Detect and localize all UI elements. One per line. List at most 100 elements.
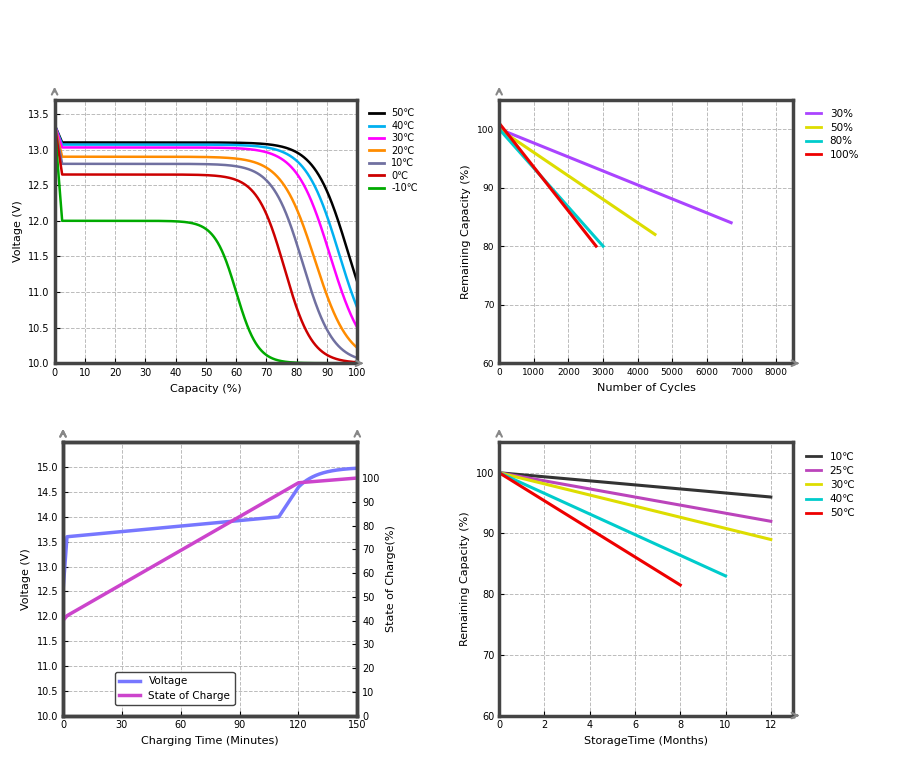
- 20℃: [196, 152, 207, 162]
- Voltage: [201, 519, 212, 528]
- 50%: [494, 124, 504, 134]
- 80%: [522, 155, 533, 165]
- 40℃: [287, 153, 298, 162]
- 30℃: [196, 143, 207, 152]
- 20℃: [49, 120, 60, 129]
- 80%: [500, 131, 511, 141]
- Y-axis label: Voltage (V): Voltage (V): [13, 200, 23, 263]
- 50℃: [188, 138, 199, 147]
- 30%: [714, 214, 724, 223]
- Voltage: [344, 464, 355, 473]
- 40℃: [49, 120, 60, 129]
- X-axis label: Charging Time (Minutes): Charging Time (Minutes): [141, 736, 279, 746]
- 30%: [537, 141, 548, 151]
- 0℃: [343, 357, 354, 366]
- Y-axis label: State of Charge(%): State of Charge(%): [386, 525, 396, 632]
- 30℃: [287, 164, 298, 173]
- State of Charge: [344, 474, 355, 483]
- -10℃: [352, 358, 363, 368]
- State of Charge: [352, 473, 363, 483]
- 50℃: [343, 249, 354, 259]
- 30%: [725, 218, 736, 228]
- 80%: [589, 232, 600, 241]
- Line: 30℃: 30℃: [55, 124, 357, 328]
- 30%: [503, 128, 514, 138]
- 50℃: [287, 146, 298, 155]
- Line: State of Charge: State of Charge: [63, 478, 357, 621]
- -10℃: [343, 358, 354, 368]
- 10℃: [343, 349, 354, 358]
- 100%: [497, 124, 508, 133]
- 100%: [512, 141, 523, 151]
- 50%: [650, 230, 661, 239]
- Y-axis label: Voltage (V): Voltage (V): [21, 548, 31, 610]
- 50%: [500, 128, 511, 138]
- Line: 50%: 50%: [499, 129, 655, 235]
- -10℃: [188, 219, 199, 228]
- 10℃: [343, 350, 354, 359]
- -10℃: [343, 358, 354, 368]
- 30℃: [49, 120, 60, 129]
- State of Charge: [73, 605, 84, 614]
- -10℃: [65, 216, 75, 225]
- 30%: [508, 130, 519, 139]
- 30%: [706, 210, 717, 219]
- Y-axis label: Remaining Capacity (%): Remaining Capacity (%): [462, 164, 472, 299]
- Line: 80%: 80%: [499, 129, 603, 246]
- 30℃: [188, 143, 199, 152]
- Line: 40℃: 40℃: [55, 124, 357, 308]
- 20℃: [65, 152, 75, 162]
- Line: 30%: 30%: [499, 129, 731, 223]
- 100%: [591, 242, 602, 251]
- Legend: 10℃, 25℃, 30℃, 40℃, 50℃: 10℃, 25℃, 30℃, 40℃, 50℃: [802, 448, 859, 523]
- Voltage: [193, 520, 204, 529]
- 40℃: [343, 278, 354, 287]
- State of Charge: [289, 480, 300, 490]
- 10℃: [352, 354, 363, 363]
- 0℃: [352, 357, 363, 367]
- 0℃: [343, 357, 354, 366]
- 0℃: [49, 120, 60, 129]
- Text: PERFORMENCE UNDER DIFFERENT CONDITIONS: PERFORMENCE UNDER DIFFERENT CONDITIONS: [177, 22, 732, 42]
- 100%: [494, 118, 504, 127]
- 40℃: [494, 468, 504, 477]
- Line: 40℃: 40℃: [499, 472, 725, 576]
- State of Charge: [193, 535, 204, 545]
- 80%: [597, 242, 608, 251]
- 20℃: [343, 334, 354, 343]
- 40℃: [188, 140, 199, 149]
- 10℃: [65, 159, 75, 169]
- 10℃: [49, 120, 60, 129]
- Text: Different Temperature Self Discharge Curve: Different Temperature Self Discharge Cur…: [525, 413, 817, 427]
- X-axis label: Capacity (%): Capacity (%): [170, 384, 242, 394]
- 50%: [636, 221, 647, 230]
- Voltage: [57, 587, 68, 596]
- Voltage: [344, 464, 355, 473]
- 40℃: [352, 303, 363, 312]
- 50℃: [352, 277, 363, 287]
- 50%: [523, 144, 534, 153]
- 30℃: [65, 143, 75, 152]
- 0℃: [287, 292, 298, 301]
- 30℃: [343, 305, 354, 314]
- -10℃: [49, 120, 60, 129]
- 0℃: [196, 170, 207, 179]
- Line: 10℃: 10℃: [55, 124, 357, 358]
- 50%: [642, 225, 653, 234]
- 100%: [585, 235, 596, 245]
- 80%: [494, 124, 504, 134]
- 50℃: [674, 580, 685, 590]
- Line: 50℃: 50℃: [499, 472, 680, 585]
- 50℃: [49, 120, 60, 129]
- 80%: [513, 146, 524, 155]
- 30%: [494, 124, 504, 134]
- State of Charge: [57, 616, 68, 625]
- Voltage: [289, 488, 300, 497]
- 50%: [535, 152, 546, 162]
- 40℃: [343, 279, 354, 288]
- 100%: [520, 152, 531, 161]
- 40℃: [720, 571, 731, 580]
- Legend: 30%, 50%, 80%, 100%: 30%, 50%, 80%, 100%: [802, 105, 864, 164]
- 80%: [593, 235, 604, 245]
- Line: 0℃: 0℃: [55, 124, 357, 362]
